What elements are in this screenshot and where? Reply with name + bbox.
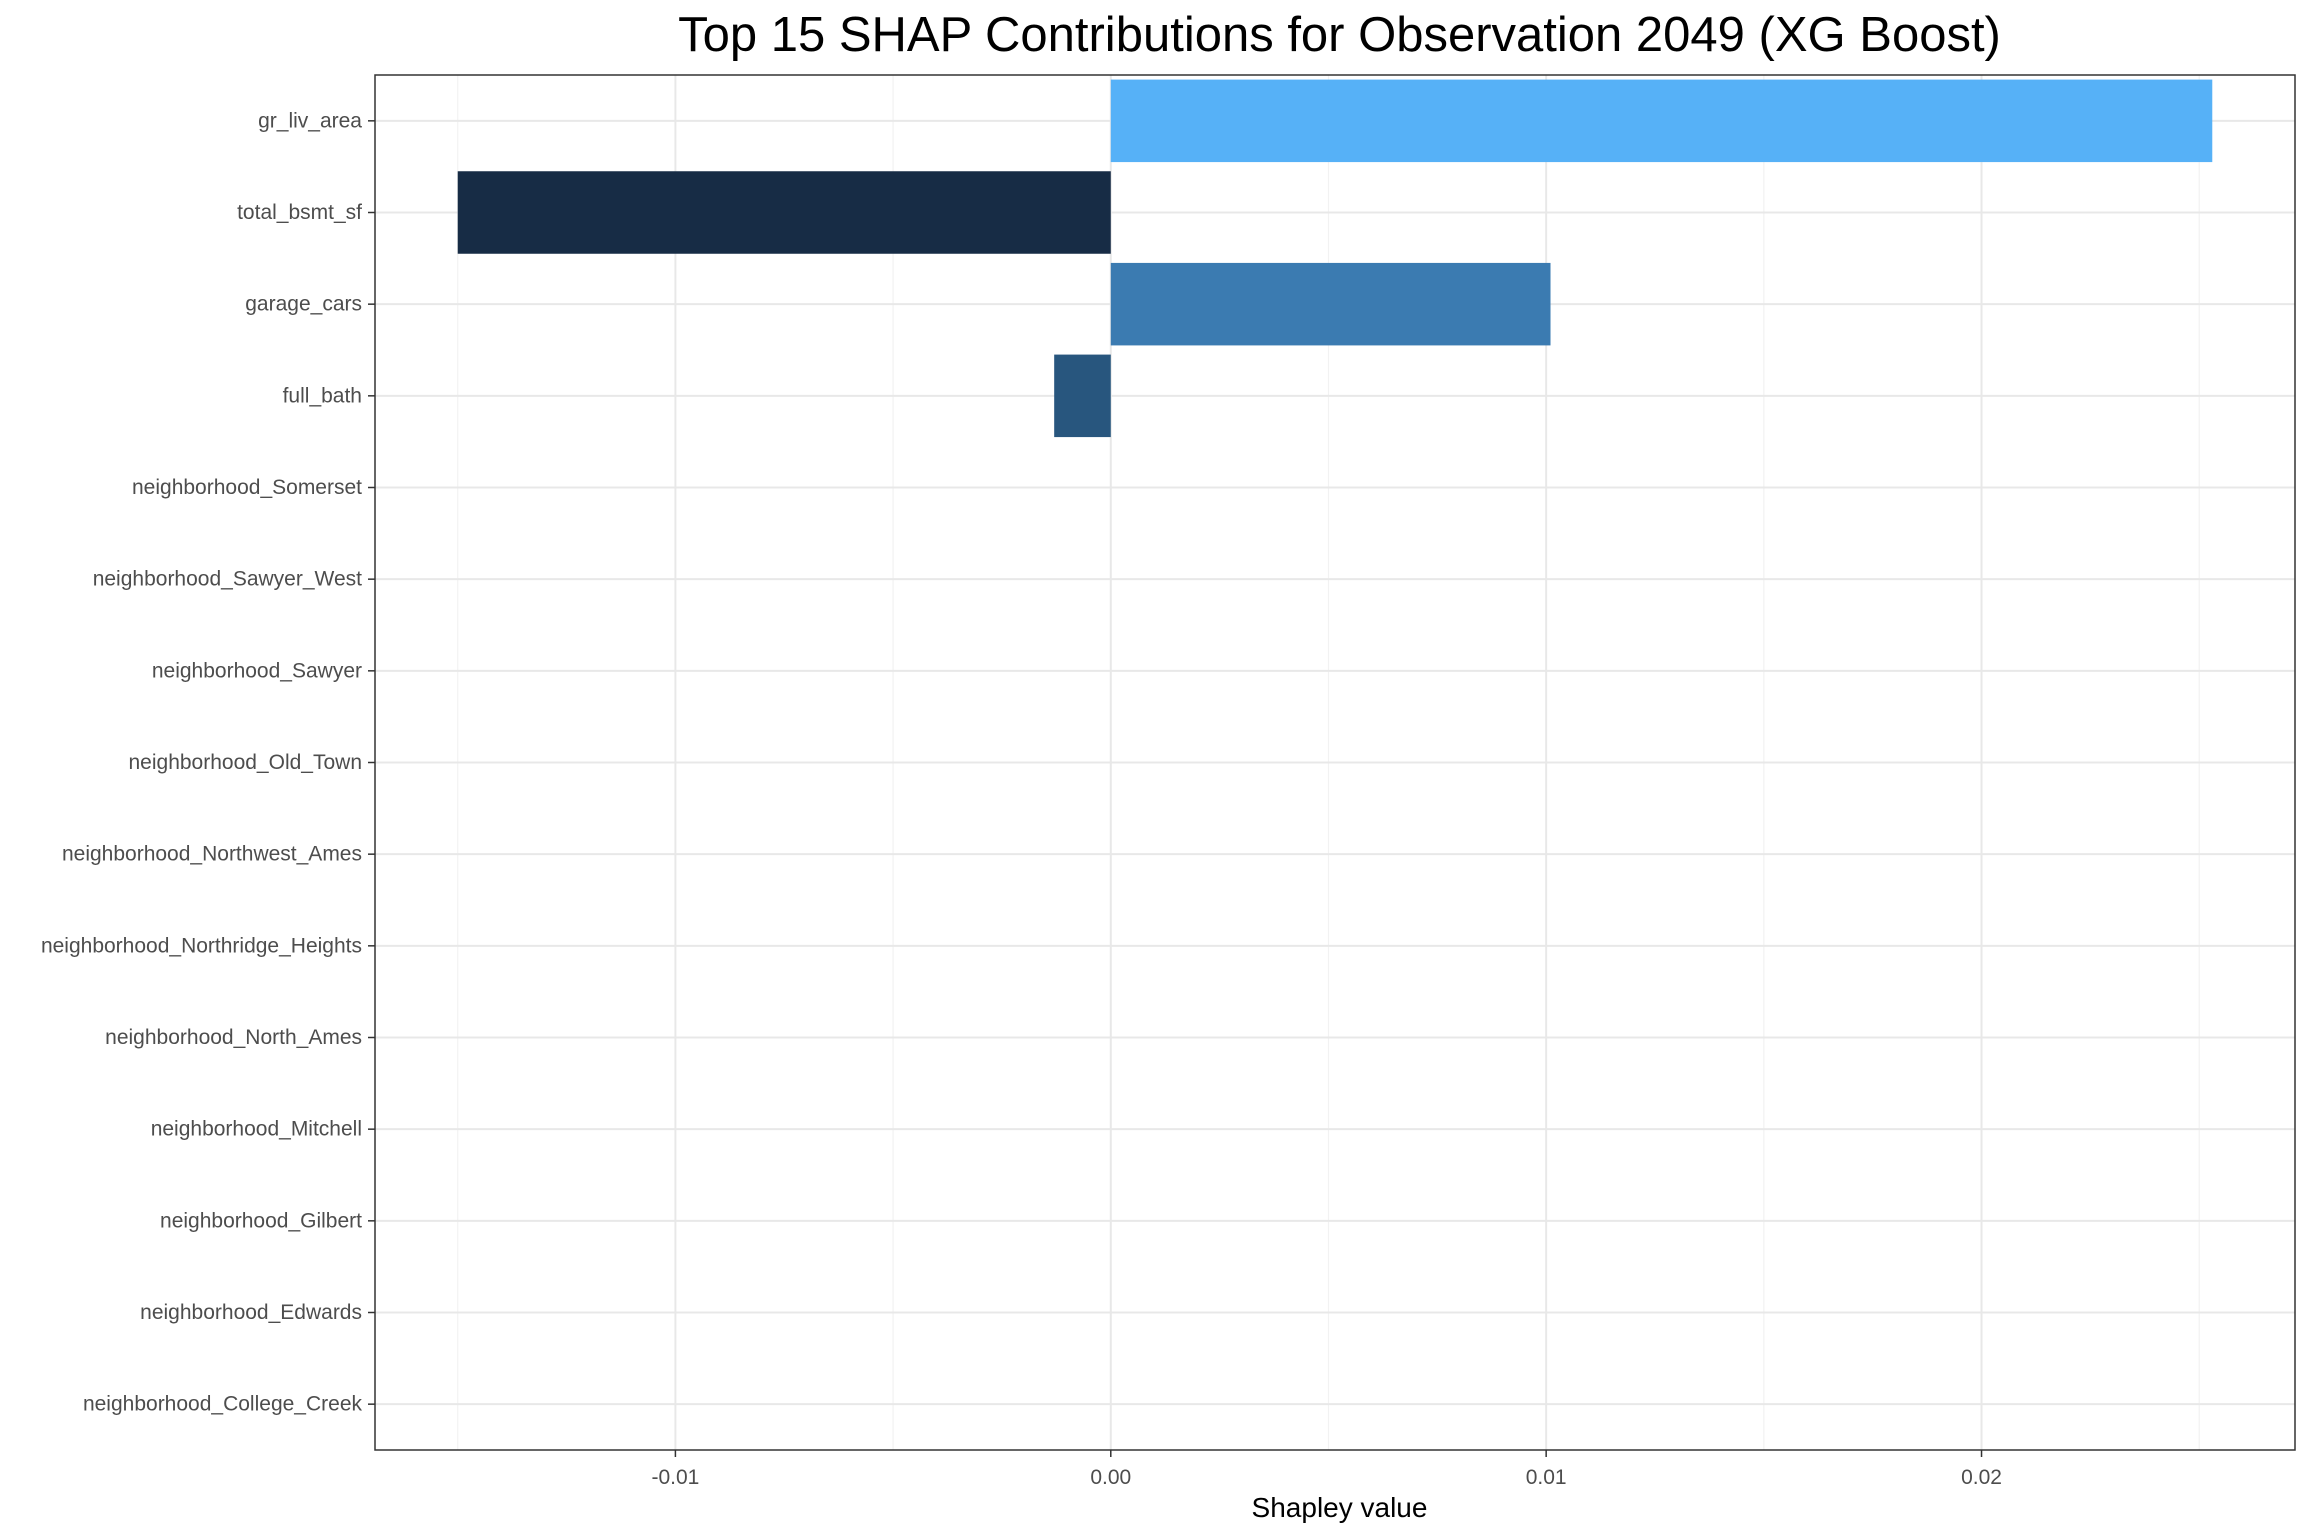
- bars: [457, 79, 2213, 438]
- y-tick-label: neighborhood_Northwest_Ames: [62, 843, 362, 866]
- y-tick-label: neighborhood_Old_Town: [128, 751, 362, 774]
- bar-gr-liv-area: [1110, 79, 2213, 163]
- x-tick-label: -0.01: [651, 1466, 699, 1489]
- y-tick-label: neighborhood_Sawyer_West: [93, 568, 362, 591]
- y-tick-label: neighborhood_Northridge_Heights: [41, 934, 362, 957]
- bar-full-bath: [1054, 354, 1111, 438]
- x-tick-label: 0.01: [1526, 1466, 1567, 1489]
- y-tick-label: neighborhood_Mitchell: [151, 1118, 362, 1141]
- y-tick-label: neighborhood_North_Ames: [105, 1026, 362, 1049]
- y-tick-label: total_bsmt_sf: [237, 201, 362, 224]
- x-tick-label: 0.02: [1961, 1466, 2002, 1489]
- bar-garage-cars: [1110, 262, 1551, 346]
- y-tick-label: neighborhood_College_Creek: [83, 1393, 363, 1416]
- x-axis-title: Shapley value: [1251, 1492, 1428, 1523]
- bar-total-bsmt-sf: [457, 171, 1111, 254]
- y-axis-ticks: gr_liv_area total_bsmt_sf garage_cars full_…: [41, 109, 375, 1416]
- y-tick-label: neighborhood_Somerset: [132, 476, 362, 499]
- y-tick-label: neighborhood_Gilbert: [160, 1209, 362, 1232]
- chart-title: Top 15 SHAP Contributions for Observatio…: [678, 8, 2001, 62]
- y-tick-label: neighborhood_Edwards: [140, 1301, 362, 1324]
- y-tick-label: full_bath: [283, 384, 362, 407]
- y-tick-label: gr_liv_area: [258, 109, 362, 132]
- x-axis-ticks: -0.01 0.00 0.01 0.02: [651, 1450, 2002, 1489]
- y-tick-label: garage_cars: [245, 293, 362, 316]
- y-tick-label: neighborhood_Sawyer: [152, 659, 362, 682]
- x-tick-label: 0.00: [1090, 1466, 1131, 1489]
